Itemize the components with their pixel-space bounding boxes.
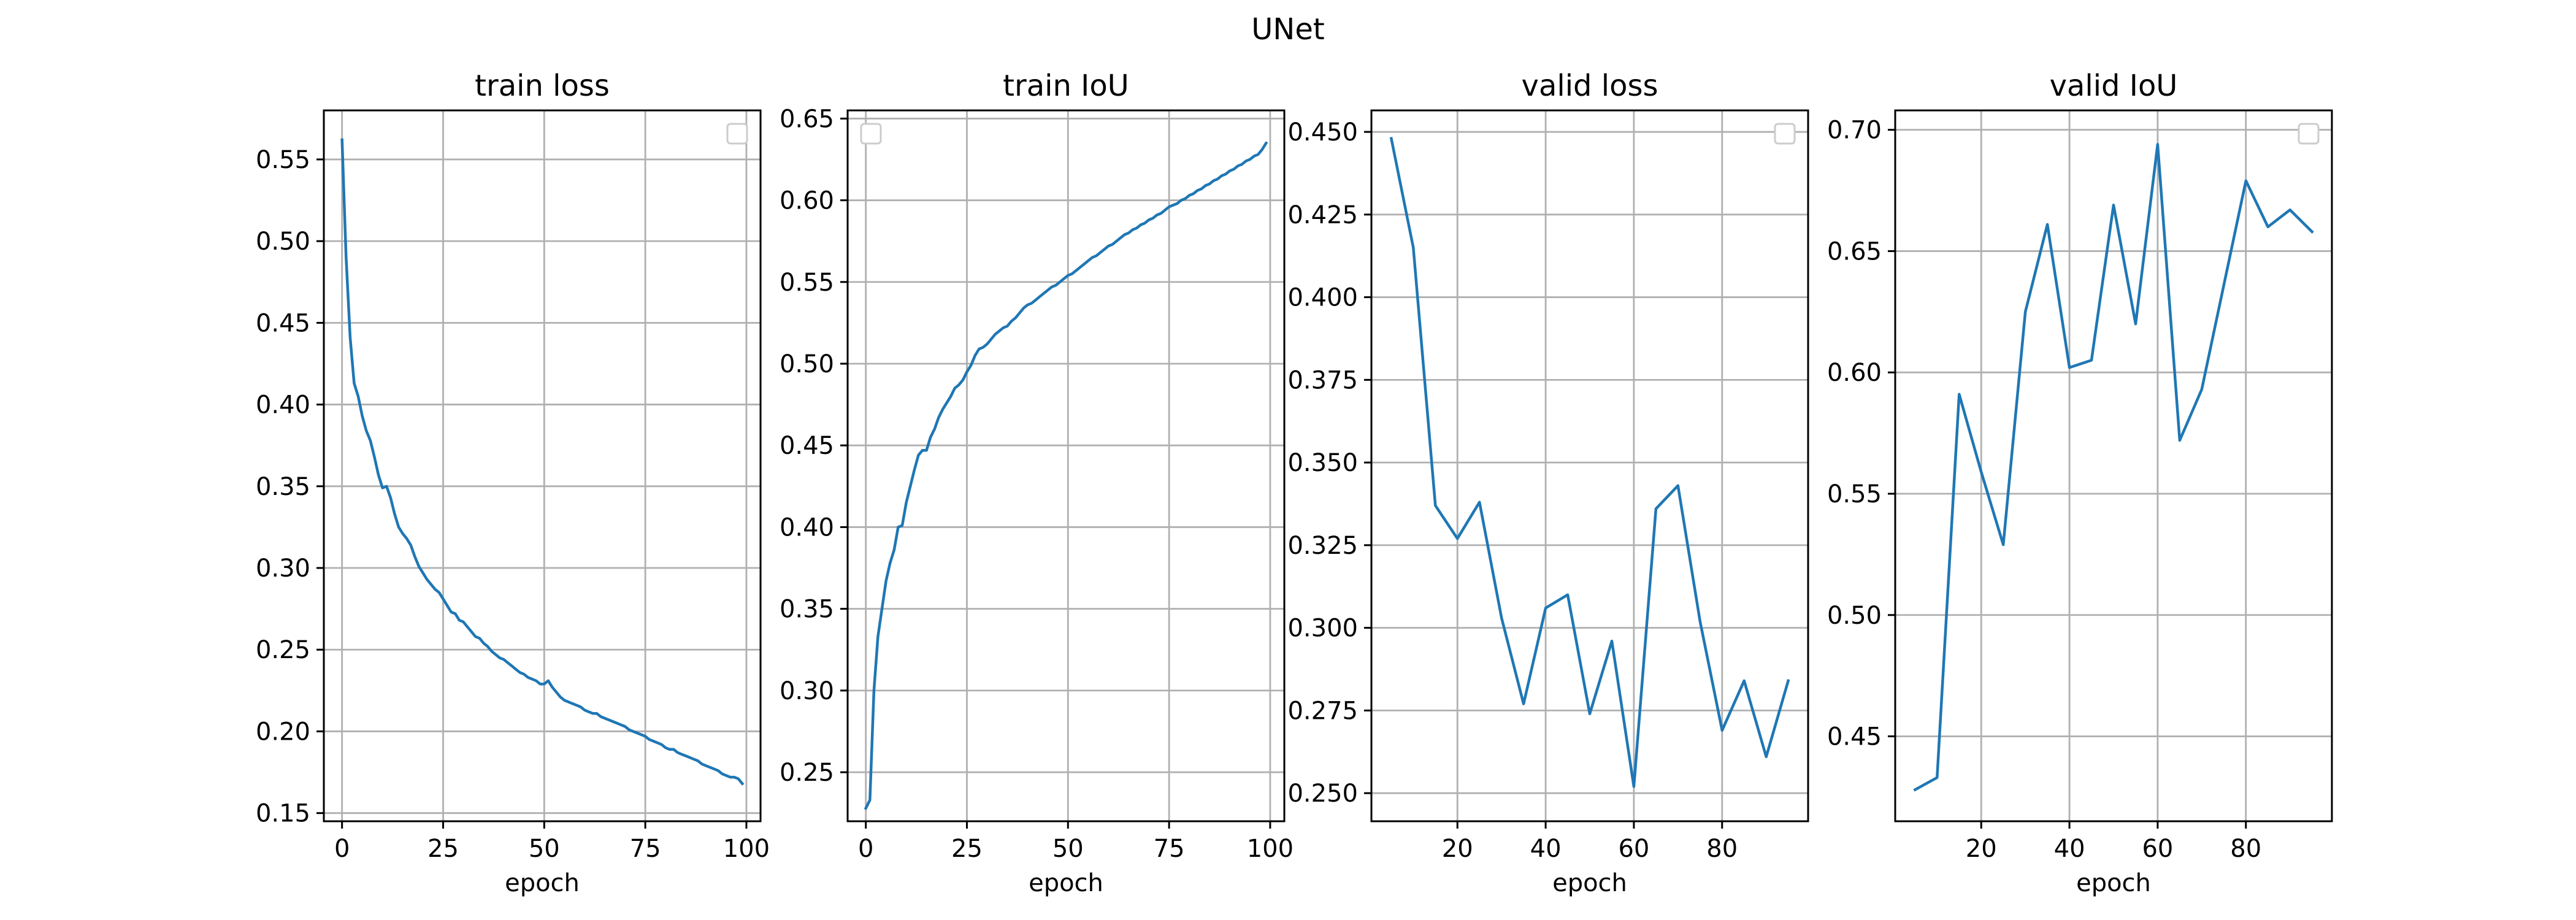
train-loss-ytick-label-2: 0.25 (256, 636, 310, 664)
train-loss-ytick-label-0: 0.15 (256, 800, 310, 828)
valid-loss-ytick-label-5: 0.375 (1287, 366, 1358, 394)
valid-loss-xtick-label-3: 80 (1706, 835, 1738, 863)
valid-iou-ytick-label-4: 0.65 (1827, 237, 1882, 266)
panel-valid-loss: 0.250 0.275 0.300 0.325 0.350 0.375 0.400 0.425… (1287, 69, 1809, 897)
train-iou-xtick-label-2: 50 (1052, 835, 1084, 863)
train-iou-ytick-label-5: 0.50 (780, 350, 834, 378)
train-iou-ytick-label-0: 0.25 (780, 759, 834, 787)
valid-loss-ytick-label-0: 0.250 (1287, 780, 1358, 808)
train-iou-xlabel: epoch (1029, 869, 1103, 897)
train-iou-ytick-label-1: 0.30 (780, 677, 834, 705)
train-iou-ytick-label-7: 0.60 (780, 187, 834, 215)
train-iou-ytick-label-8: 0.65 (780, 105, 834, 133)
valid-iou-ytick-label-2: 0.55 (1827, 480, 1882, 508)
valid-iou-series-line (1913, 143, 2314, 792)
train-loss-ytick-label-5: 0.40 (256, 391, 310, 420)
valid-loss-ytick-label-8: 0.450 (1287, 118, 1358, 147)
train-iou-ytick-label-2: 0.35 (780, 596, 834, 624)
train-loss-legend (726, 123, 748, 145)
valid-loss-ytick-label-4: 0.350 (1287, 449, 1358, 477)
valid-iou-axes-frame (1894, 109, 2333, 822)
valid-loss-title: valid loss (1522, 69, 1658, 103)
valid-iou-xtick-label-3: 80 (2230, 835, 2261, 863)
train-loss-series-line (340, 138, 745, 786)
train-loss-ytick-label-1: 0.20 (256, 718, 310, 746)
train-loss-ytick-label-8: 0.55 (256, 146, 310, 174)
valid-loss-ytick-label-2: 0.300 (1287, 615, 1358, 643)
train-iou-ytick-label-3: 0.40 (780, 513, 834, 542)
valid-iou-xlabel: epoch (2076, 869, 2151, 897)
valid-loss-legend (1774, 123, 1796, 145)
valid-iou-xtick-label-0: 20 (1966, 835, 1997, 863)
figure-title: UNet (1251, 12, 1324, 47)
train-iou-ytick-label-4: 0.45 (780, 432, 834, 460)
train-loss-axes-frame (323, 109, 762, 822)
valid-iou-xtick-label-1: 40 (2054, 835, 2085, 863)
train-loss-title: train loss (475, 69, 610, 103)
valid-iou-title: valid IoU (2050, 69, 2178, 103)
panel-valid-iou: 0.45 0.50 0.55 0.60 0.65 0.70 20 40 60 80 valid Io… (1827, 69, 2333, 897)
valid-loss-axes-frame (1370, 109, 1809, 822)
valid-iou-legend (2298, 123, 2320, 145)
train-loss-xtick-label-0: 0 (334, 835, 350, 863)
train-loss-ytick-label-6: 0.45 (256, 309, 310, 337)
valid-loss-xtick-label-1: 40 (1530, 835, 1562, 863)
valid-loss-ytick-label-6: 0.400 (1287, 284, 1358, 312)
train-loss-ytick-label-7: 0.50 (256, 228, 310, 256)
train-iou-ytick-label-6: 0.55 (780, 269, 834, 297)
valid-loss-xtick-label-2: 60 (1618, 835, 1649, 863)
train-loss-xtick-label-4: 100 (723, 835, 770, 863)
train-loss-xtick-label-3: 75 (630, 835, 661, 863)
valid-iou-xtick-label-2: 60 (2142, 835, 2173, 863)
valid-loss-series-line (1389, 137, 1790, 788)
train-iou-xtick-label-0: 0 (858, 835, 873, 863)
panel-train-iou: 0.25 0.30 0.35 0.40 0.45 0.50 0.55 0.60 0.65 0 25 5… (780, 69, 1294, 897)
valid-loss-ytick-label-1: 0.275 (1287, 697, 1358, 725)
valid-iou-ytick-label-0: 0.45 (1827, 723, 1882, 751)
valid-loss-ytick-label-7: 0.425 (1287, 201, 1358, 229)
valid-loss-ytick-label-3: 0.325 (1287, 532, 1358, 560)
valid-loss-xlabel: epoch (1552, 869, 1627, 897)
train-loss-xtick-label-2: 50 (529, 835, 560, 863)
valid-iou-ytick-label-5: 0.70 (1827, 117, 1882, 145)
panel-train-loss: 0.15 0.20 0.25 0.30 0.35 0.40 0.45 0.50 0.55 0 25 5… (256, 69, 770, 897)
train-loss-ytick-label-3: 0.30 (256, 554, 310, 583)
valid-iou-ytick-label-3: 0.60 (1827, 359, 1882, 387)
valid-iou-ytick-label-1: 0.50 (1827, 602, 1882, 630)
train-loss-xlabel: epoch (505, 869, 580, 897)
train-iou-xtick-label-4: 100 (1247, 835, 1294, 863)
train-iou-series-line (864, 141, 1268, 810)
train-iou-axes-frame (846, 109, 1286, 822)
train-iou-title: train IoU (1003, 69, 1129, 103)
train-iou-legend (860, 123, 882, 145)
train-iou-xtick-label-1: 25 (951, 835, 983, 863)
train-loss-xtick-label-1: 25 (427, 835, 459, 863)
valid-loss-xtick-label-0: 20 (1442, 835, 1473, 863)
train-iou-xtick-label-3: 75 (1154, 835, 1185, 863)
train-loss-ytick-label-4: 0.35 (256, 473, 310, 501)
